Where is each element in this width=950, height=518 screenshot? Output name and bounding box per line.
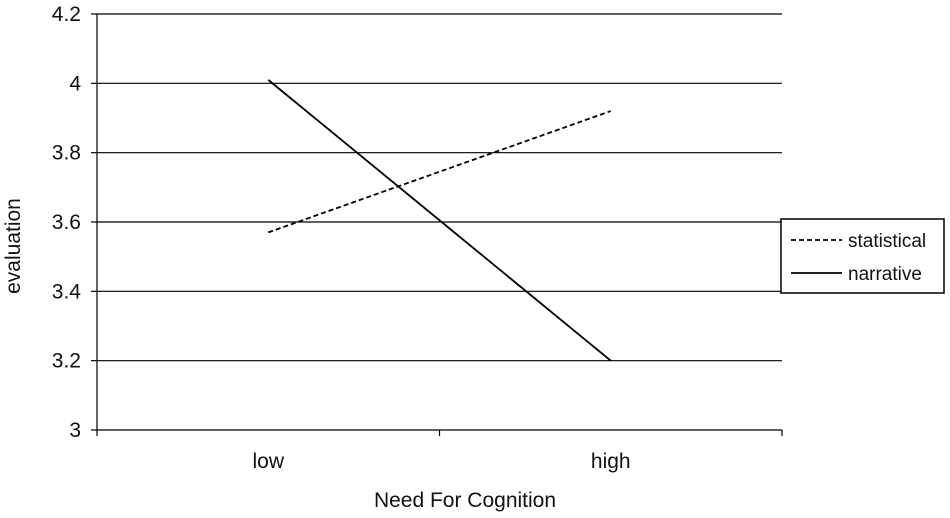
- series-line-statistical: [267, 110, 612, 234]
- y-tick-label: 3: [69, 419, 81, 442]
- legend-label-statistical: statistical: [848, 231, 926, 252]
- tick-labels: 3 3.2 3.4 3.6 3.8 4 4.2 low high: [52, 3, 631, 473]
- y-tick-label: 4.2: [52, 3, 81, 26]
- y-tick-label: 3.8: [52, 142, 81, 165]
- grid-lines: [97, 13, 782, 362]
- y-tick-label: 3.2: [52, 350, 81, 373]
- axes: [91, 13, 783, 436]
- series-line-narrative: [267, 79, 612, 362]
- legend-label-narrative: narrative: [848, 264, 922, 285]
- y-axis-title: evaluation: [2, 198, 25, 294]
- y-tick-label: 3.6: [52, 211, 81, 234]
- series-lines: [267, 79, 612, 362]
- y-tick-label: 3.4: [52, 280, 82, 303]
- legend-box: [780, 218, 945, 294]
- x-axis-title: Need For Cognition: [374, 489, 556, 512]
- legend: statistical narrative: [780, 218, 945, 294]
- x-tick-label: high: [591, 450, 631, 473]
- y-tick-label: 4: [69, 72, 81, 95]
- x-tick-label: low: [252, 450, 284, 473]
